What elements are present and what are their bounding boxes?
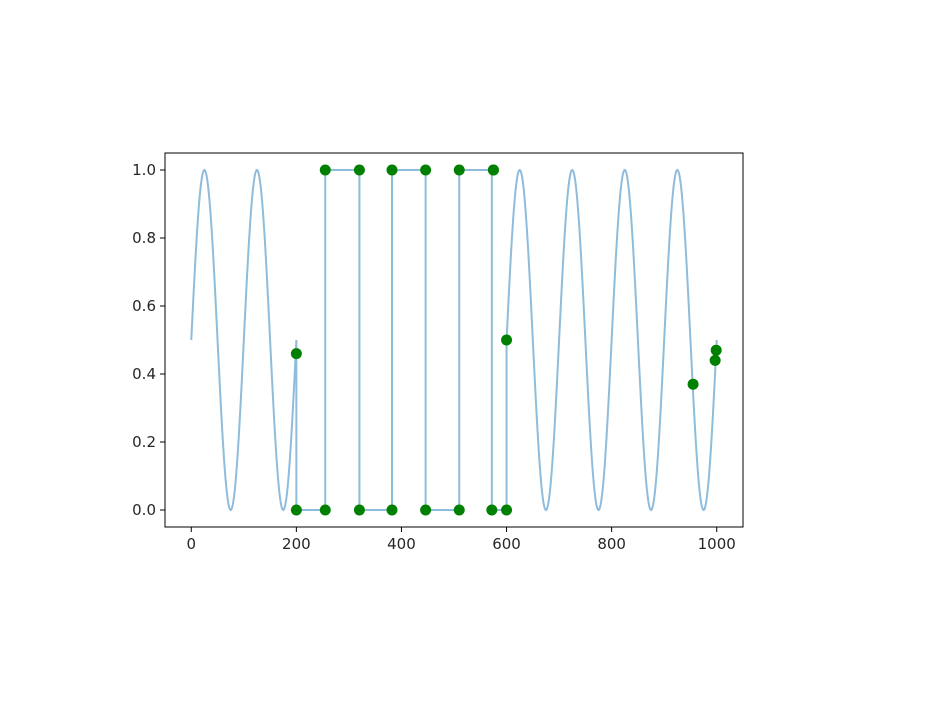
scatter-point (319, 164, 331, 176)
scatter-point (487, 164, 499, 176)
x-tick-label: 1000 (698, 535, 736, 553)
scatter-point (420, 164, 432, 176)
scatter-point (290, 504, 302, 516)
y-tick-label: 0.4 (132, 365, 156, 383)
x-tick-label: 600 (492, 535, 521, 553)
scatter-point (386, 504, 398, 516)
x-tick-label: 400 (387, 535, 416, 553)
scatter-point (501, 334, 513, 346)
plot-background (165, 153, 743, 527)
scatter-point (710, 344, 722, 356)
x-tick-label: 0 (186, 535, 196, 553)
scatter-point (501, 504, 513, 516)
y-tick-label: 0.2 (132, 433, 156, 451)
y-tick-label: 0.8 (132, 229, 156, 247)
scatter-point (687, 378, 699, 390)
y-tick-label: 1.0 (132, 161, 156, 179)
series-line (190, 168, 718, 512)
line-series (190, 168, 718, 512)
scatter-point (353, 504, 365, 516)
scatter-point (709, 354, 721, 366)
scatter-series (290, 164, 722, 516)
scatter-point (319, 504, 331, 516)
scatter-point (290, 348, 302, 360)
scatter-point (353, 164, 365, 176)
x-axis: 0 200 400 600 800 1000 (186, 527, 736, 553)
x-tick-label: 200 (282, 535, 311, 553)
scatter-point (453, 164, 465, 176)
scatter-point (386, 164, 398, 176)
scatter-point (420, 504, 432, 516)
y-axis: 0.0 0.2 0.4 0.6 0.8 1.0 (132, 161, 165, 519)
y-tick-label: 0.6 (132, 297, 156, 315)
x-tick-label: 800 (597, 535, 626, 553)
axes-frame (164, 152, 744, 528)
scatter-point (486, 504, 498, 516)
scatter-point (453, 504, 465, 516)
y-tick-label: 0.0 (132, 501, 156, 519)
